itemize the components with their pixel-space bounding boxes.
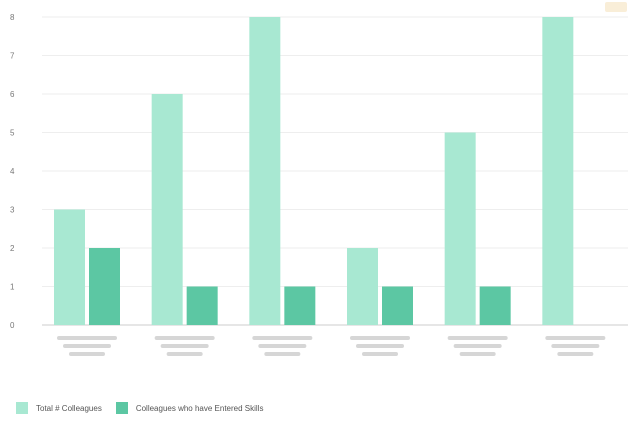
x-tick-label-blur [258,344,307,348]
bar-total-colleagues[interactable] [249,17,281,325]
x-tick-label-blur [362,352,398,356]
x-tick-label [447,336,508,356]
x-tick-label-blur [447,336,508,340]
x-tick-label [57,336,117,356]
bar-total-colleagues[interactable] [151,94,183,325]
y-tick-label: 6 [10,90,15,99]
legend-swatch-entered-skills [115,402,128,414]
bar-total-colleagues[interactable] [542,17,574,325]
bar-entered-skills[interactable] [284,286,316,326]
y-tick-label: 7 [10,52,15,61]
y-tick-label: 8 [10,13,15,22]
legend: Total # Colleagues Colleagues who have E… [16,400,277,416]
y-tick-label: 4 [10,167,15,176]
x-tick-label-blur [557,352,594,356]
x-tick-label-blur [63,344,111,348]
y-tick-label: 1 [10,283,15,292]
legend-item-entered-skills[interactable]: Colleagues who have Entered Skills [115,402,264,414]
y-tick-label: 0 [10,321,15,330]
menu-icon[interactable] [605,2,627,12]
x-tick-label-blur [350,336,410,340]
x-tick-label-blur [252,336,313,340]
bar-total-colleagues[interactable] [347,248,378,325]
x-tick-label-blur [459,352,496,356]
bar-entered-skills[interactable] [89,248,120,325]
x-tick-label-blur [57,336,117,340]
bar-total-colleagues[interactable] [54,209,85,326]
x-tick-label-blur [166,352,203,356]
x-tick-label-blur [551,344,600,348]
x-tick-label-blur [453,344,502,348]
legend-item-total[interactable]: Total # Colleagues [16,402,102,414]
x-tick-label [545,336,606,356]
x-tick-label-blur [545,336,606,340]
x-tick-label-blur [160,344,209,348]
bar-entered-skills[interactable] [382,286,413,326]
x-tick-label [252,336,313,356]
bar-entered-skills[interactable] [479,286,511,326]
x-tick-label [154,336,215,356]
x-tick-label-blur [154,336,215,340]
x-tick-label-blur [69,352,105,356]
legend-label-total: Total # Colleagues [36,403,102,413]
y-tick-label: 5 [10,129,15,138]
x-tick-label-blur [264,352,301,356]
legend-label-entered-skills: Colleagues who have Entered Skills [135,403,264,413]
x-tick-label-blur [356,344,404,348]
legend-swatch-total [16,402,28,414]
x-tick-label [350,336,410,356]
y-tick-label: 3 [10,206,15,215]
y-tick-label: 2 [10,244,15,253]
bar-entered-skills[interactable] [186,286,218,326]
bar-total-colleagues[interactable] [444,132,476,326]
